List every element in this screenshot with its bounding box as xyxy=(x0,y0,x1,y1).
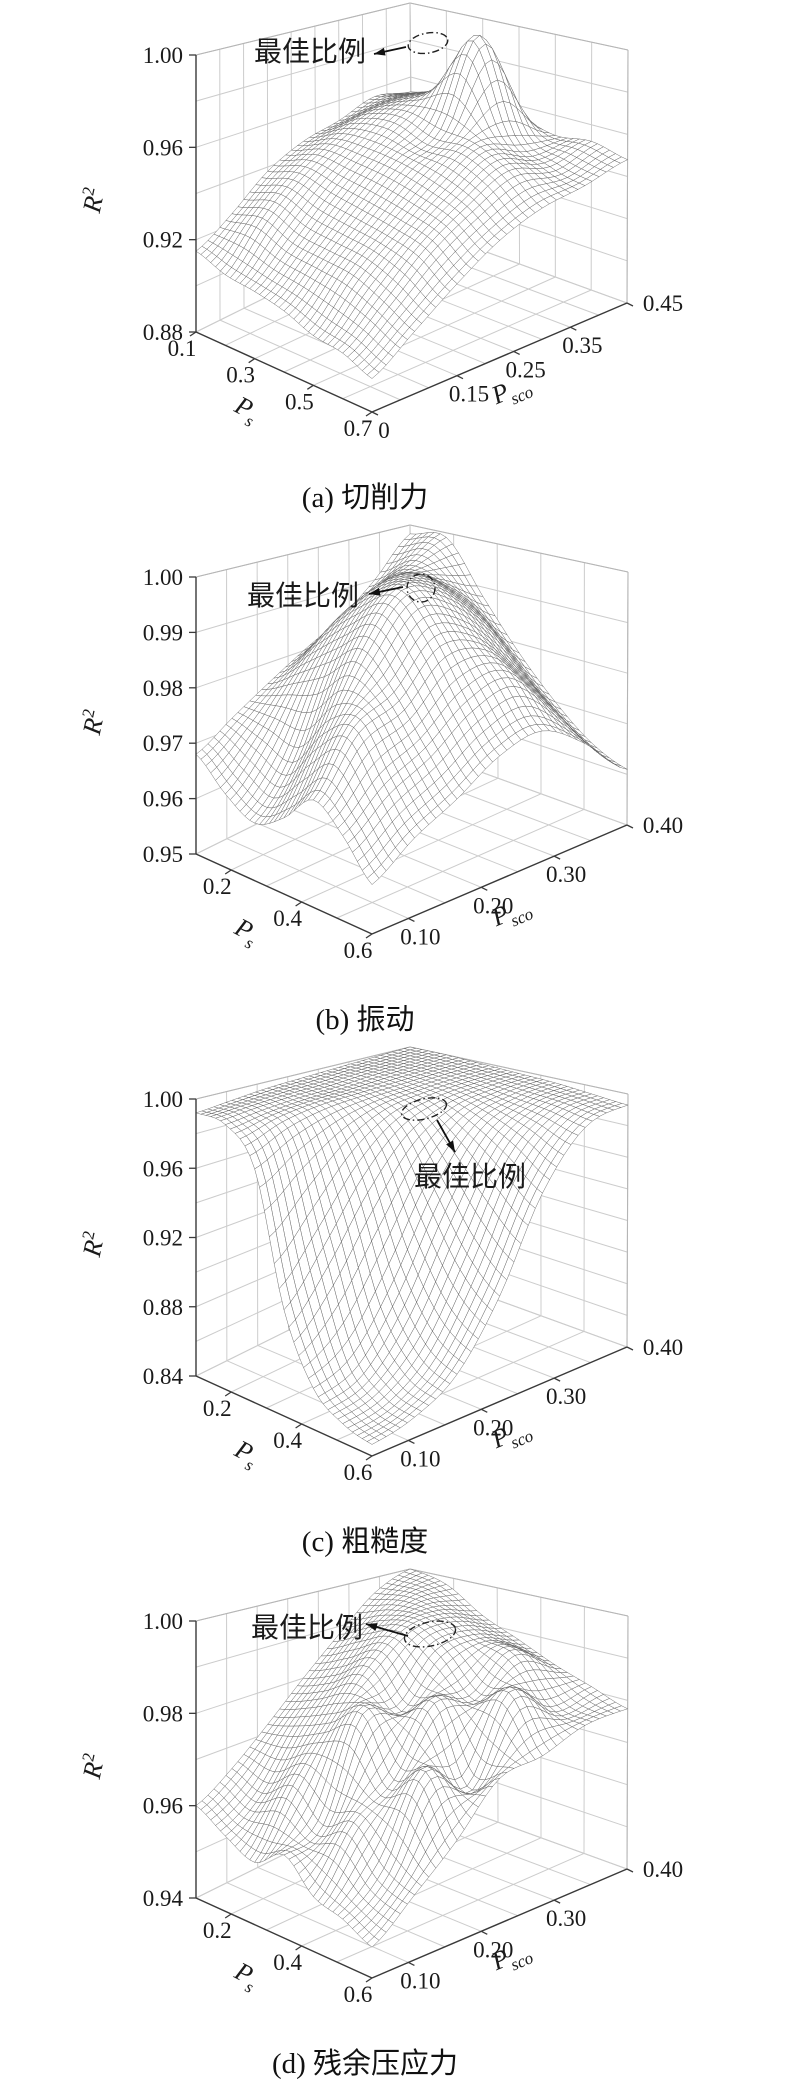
svg-text:0.98: 0.98 xyxy=(143,1701,183,1726)
surface-plot-a: 0.88 0.92 0.96 1.00 0.1 0.3 0.5 0.7 0 0.15 0.25 0.3… xyxy=(75,2,683,443)
svg-text:0.20: 0.20 xyxy=(473,1937,513,1962)
tick-labels: 0.88 0.92 0.96 1.00 0.1 0.3 0.5 0.7 0 0.15 0.25 0.3… xyxy=(143,43,683,443)
subplot-c-caption: (c) 粗糙度 xyxy=(301,1526,429,1558)
axes-lines xyxy=(195,577,628,935)
optimal-point-ellipse xyxy=(406,573,436,603)
svg-text:0.30: 0.30 xyxy=(546,862,586,887)
subplot-d: 0.94 0.96 0.98 1.00 0.2 0.4 0.6 0.10 0.20 0.30 0.4… xyxy=(0,1566,800,2088)
optimal-point-ellipse xyxy=(403,1620,457,1648)
svg-text:0.10: 0.10 xyxy=(400,924,440,949)
subplot-b-caption: (b) 振动 xyxy=(315,1004,415,1036)
svg-text:0.99: 0.99 xyxy=(143,620,183,645)
svg-text:R2: R2 xyxy=(75,1229,111,1260)
svg-text:0.40: 0.40 xyxy=(643,813,683,838)
svg-text:0.6: 0.6 xyxy=(344,1460,373,1485)
surface-mesh xyxy=(195,1046,629,1445)
subplot-a-caption: (a) 切削力 xyxy=(301,482,429,514)
subplot-a: 0.88 0.92 0.96 1.00 0.1 0.3 0.5 0.7 0 0.15 0.25 0.3… xyxy=(0,0,800,522)
svg-text:1.00: 1.00 xyxy=(143,1609,183,1634)
svg-text:0.88: 0.88 xyxy=(143,320,183,345)
svg-text:0.4: 0.4 xyxy=(273,1428,302,1453)
svg-text:0.92: 0.92 xyxy=(143,1226,183,1251)
svg-text:0.10: 0.10 xyxy=(400,1968,440,1993)
svg-text:1.00: 1.00 xyxy=(143,43,183,68)
svg-text:0.6: 0.6 xyxy=(344,938,373,963)
svg-text:0.2: 0.2 xyxy=(203,1396,232,1421)
svg-text:0.1: 0.1 xyxy=(168,336,197,361)
svg-text:0.92: 0.92 xyxy=(143,228,183,253)
optimal-ratio-label: 最佳比例 xyxy=(414,1161,526,1193)
svg-text:0: 0 xyxy=(378,418,390,443)
svg-text:0.30: 0.30 xyxy=(546,1906,586,1931)
surface-mesh xyxy=(195,1568,628,1948)
svg-text:0.96: 0.96 xyxy=(143,1156,183,1181)
svg-text:0.97: 0.97 xyxy=(143,731,183,756)
tick-labels: 0.94 0.96 0.98 1.00 0.2 0.4 0.6 0.10 0.20 0.30 0.4… xyxy=(143,1609,683,2007)
svg-text:0.40: 0.40 xyxy=(643,1857,683,1882)
svg-text:0.95: 0.95 xyxy=(143,842,183,867)
svg-text:0.10: 0.10 xyxy=(400,1446,440,1471)
svg-text:0.4: 0.4 xyxy=(273,906,302,931)
axes-lines xyxy=(195,55,628,413)
svg-text:0.6: 0.6 xyxy=(344,1982,373,2007)
optimal-ratio-label: 最佳比例 xyxy=(254,36,366,68)
surface-mesh xyxy=(195,532,628,885)
surface-plot-c: 0.84 0.88 0.92 0.96 1.00 0.2 0.4 0.6 0.10 0.20 0.3… xyxy=(75,1046,683,1485)
svg-text:0.2: 0.2 xyxy=(203,1918,232,1943)
surface-plot-b: 0.95 0.96 0.97 0.98 0.99 1.00 0.2 0.4 0.6 0.10 0.2… xyxy=(75,524,683,963)
surface-plot-d: 0.94 0.96 0.98 1.00 0.2 0.4 0.6 0.10 0.20 0.30 0.4… xyxy=(75,1568,683,2007)
arrowhead xyxy=(369,587,381,596)
subplot-d-caption: (d) 残余压应力 xyxy=(271,2048,459,2080)
svg-text:0.20: 0.20 xyxy=(473,1415,513,1440)
svg-text:Ps: Ps xyxy=(227,912,264,953)
svg-text:Ps: Ps xyxy=(227,390,264,431)
optimal-point-ellipse xyxy=(407,31,449,55)
arrowhead xyxy=(366,1623,378,1631)
svg-text:0.2: 0.2 xyxy=(203,874,232,899)
svg-text:0.96: 0.96 xyxy=(143,787,183,812)
svg-text:0.98: 0.98 xyxy=(143,676,183,701)
svg-text:0.40: 0.40 xyxy=(643,1335,683,1360)
svg-text:R2: R2 xyxy=(75,185,111,216)
axes-lines xyxy=(195,1621,628,1979)
optimal-ratio-label: 最佳比例 xyxy=(251,1612,363,1644)
tick-labels: 0.95 0.96 0.97 0.98 0.99 1.00 0.2 0.4 0.6 0.10 0.2… xyxy=(143,565,683,963)
svg-text:0.88: 0.88 xyxy=(143,1295,183,1320)
arrowhead xyxy=(374,47,386,56)
svg-text:0.30: 0.30 xyxy=(546,1384,586,1409)
svg-text:0.3: 0.3 xyxy=(226,363,255,388)
subplot-b: 0.95 0.96 0.97 0.98 0.99 1.00 0.2 0.4 0.6 0.10 0.2… xyxy=(0,522,800,1044)
svg-text:0.4: 0.4 xyxy=(273,1950,302,1975)
optimal-point-ellipse xyxy=(400,1097,448,1121)
optimal-ratio-annotation: 最佳比例 xyxy=(251,1612,457,1648)
optimal-ratio-annotation: 最佳比例 xyxy=(400,1097,526,1193)
svg-text:0.96: 0.96 xyxy=(143,1794,183,1819)
optimal-ratio-label: 最佳比例 xyxy=(247,580,359,612)
svg-text:1.00: 1.00 xyxy=(143,565,183,590)
svg-text:0.25: 0.25 xyxy=(506,357,546,382)
svg-text:Ps: Ps xyxy=(227,1956,264,1997)
optimal-ratio-annotation: 最佳比例 xyxy=(254,31,449,68)
svg-text:0.7: 0.7 xyxy=(344,416,373,441)
svg-text:0.20: 0.20 xyxy=(473,893,513,918)
optimal-ratio-annotation: 最佳比例 xyxy=(247,573,436,612)
svg-text:R2: R2 xyxy=(75,1751,111,1782)
svg-text:0.15: 0.15 xyxy=(449,382,489,407)
svg-text:R2: R2 xyxy=(75,707,111,738)
svg-text:Ps: Ps xyxy=(227,1434,264,1475)
svg-text:0.45: 0.45 xyxy=(643,291,683,316)
tick-labels: 0.84 0.88 0.92 0.96 1.00 0.2 0.4 0.6 0.10 0.20 0.3… xyxy=(143,1087,683,1485)
svg-text:0.5: 0.5 xyxy=(285,389,314,414)
svg-text:0.96: 0.96 xyxy=(143,135,183,160)
subplot-c: 0.84 0.88 0.92 0.96 1.00 0.2 0.4 0.6 0.10 0.20 0.3… xyxy=(0,1044,800,1566)
svg-text:0.35: 0.35 xyxy=(562,333,602,358)
surface-mesh xyxy=(195,35,628,379)
arrowhead xyxy=(446,1140,455,1152)
svg-text:0.94: 0.94 xyxy=(143,1886,184,1911)
svg-text:0.84: 0.84 xyxy=(143,1364,184,1389)
svg-text:1.00: 1.00 xyxy=(143,1087,183,1112)
